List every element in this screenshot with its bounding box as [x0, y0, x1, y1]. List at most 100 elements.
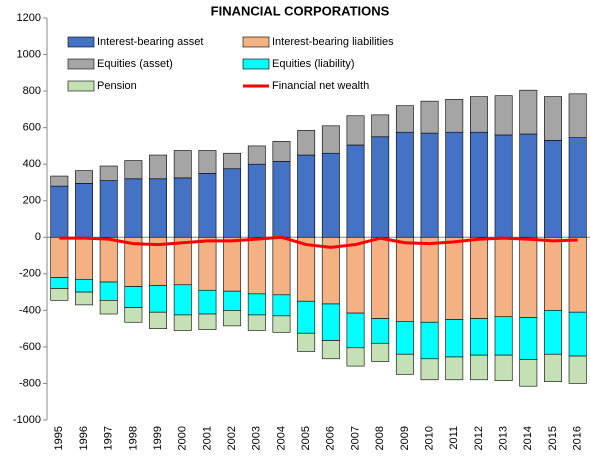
bar: [371, 236, 390, 319]
y-tick-label: 0: [35, 231, 41, 243]
bar: [371, 114, 390, 138]
bar: [469, 236, 488, 319]
bar: [272, 161, 291, 238]
bar: [149, 178, 168, 238]
bar: [494, 95, 513, 136]
bar: [173, 177, 192, 238]
y-tick-label: 600: [23, 122, 41, 134]
bar: [223, 236, 242, 292]
bar: [149, 311, 168, 329]
x-tick-label: 2015: [547, 426, 559, 450]
bar: [395, 131, 414, 238]
bar: [124, 286, 143, 308]
legend-swatch: [242, 36, 270, 48]
y-tick-label: 200: [23, 195, 41, 207]
bar: [445, 319, 464, 358]
bar: [99, 180, 118, 238]
bar: [494, 316, 513, 356]
bar: [568, 236, 587, 313]
legend-swatch: [242, 58, 270, 70]
legend-label: Financial net wealth: [272, 80, 369, 92]
bar: [223, 152, 242, 170]
chart-title: FINANCIAL CORPORATIONS: [211, 3, 390, 18]
bar: [247, 314, 266, 331]
bar: [420, 100, 439, 134]
x-tick-label: 2001: [201, 426, 213, 450]
x-tick-label: 2014: [522, 426, 534, 450]
bar: [445, 99, 464, 133]
bar: [75, 278, 93, 293]
bar: [445, 236, 464, 320]
bar: [272, 315, 291, 333]
bar: [75, 291, 93, 306]
bar: [75, 170, 93, 184]
x-tick-label: 2007: [349, 426, 361, 450]
bar: [519, 133, 538, 238]
bar: [223, 168, 242, 238]
bar: [519, 89, 538, 135]
y-tick-label: 1000: [17, 48, 41, 60]
bar: [445, 131, 464, 238]
bar: [420, 358, 439, 381]
bar: [297, 154, 316, 238]
y-tick-label: -600: [19, 341, 41, 353]
bar: [395, 236, 414, 322]
bar: [50, 175, 69, 187]
bar: [346, 144, 365, 238]
bar: [494, 236, 513, 318]
bar: [124, 178, 143, 238]
bar: [544, 236, 562, 311]
bar: [297, 332, 316, 352]
bar: [223, 290, 242, 311]
bar: [297, 236, 316, 302]
legend-swatch: [67, 36, 95, 48]
bar: [198, 150, 217, 174]
legend-label: Pension: [97, 80, 137, 92]
bar: [568, 311, 587, 357]
y-tick-label: 400: [23, 158, 41, 170]
bar: [173, 314, 192, 331]
bar: [469, 318, 488, 356]
bar: [99, 300, 118, 315]
bar: [173, 284, 192, 316]
x-tick-label: 2010: [423, 426, 435, 450]
bar: [469, 354, 488, 381]
bar: [321, 152, 340, 238]
legend-swatch: [67, 80, 95, 92]
bar: [371, 136, 390, 238]
x-tick-label: 1995: [53, 426, 65, 450]
legend-label: Equities (asset): [97, 58, 173, 70]
bar: [198, 236, 217, 291]
bar: [420, 132, 439, 238]
x-tick-label: 2009: [399, 426, 411, 450]
bar: [519, 317, 538, 361]
bar: [494, 354, 513, 382]
bar: [173, 150, 192, 179]
x-tick-label: 2000: [177, 426, 189, 450]
bar: [346, 347, 365, 367]
bar: [346, 115, 365, 146]
bar: [395, 321, 414, 355]
bar: [445, 356, 464, 381]
legend-label: Equities (liability): [272, 58, 355, 70]
bar: [519, 359, 538, 387]
y-tick-label: 1200: [17, 12, 41, 24]
legend-swatch: [67, 58, 95, 70]
bar: [272, 141, 291, 162]
bar: [247, 163, 266, 238]
y-tick-label: 800: [23, 85, 41, 97]
bar: [469, 131, 488, 238]
x-tick-label: 2004: [275, 426, 287, 450]
bar: [272, 236, 291, 296]
net-wealth-line: [59, 235, 578, 249]
x-tick-label: 2006: [325, 426, 337, 450]
bar: [519, 236, 538, 318]
bar: [371, 342, 390, 362]
x-tick-label: 2002: [226, 426, 238, 450]
x-tick-label: 1999: [152, 426, 164, 450]
bar: [50, 288, 69, 301]
bar: [568, 137, 587, 238]
x-tick-label: 1997: [103, 426, 115, 450]
